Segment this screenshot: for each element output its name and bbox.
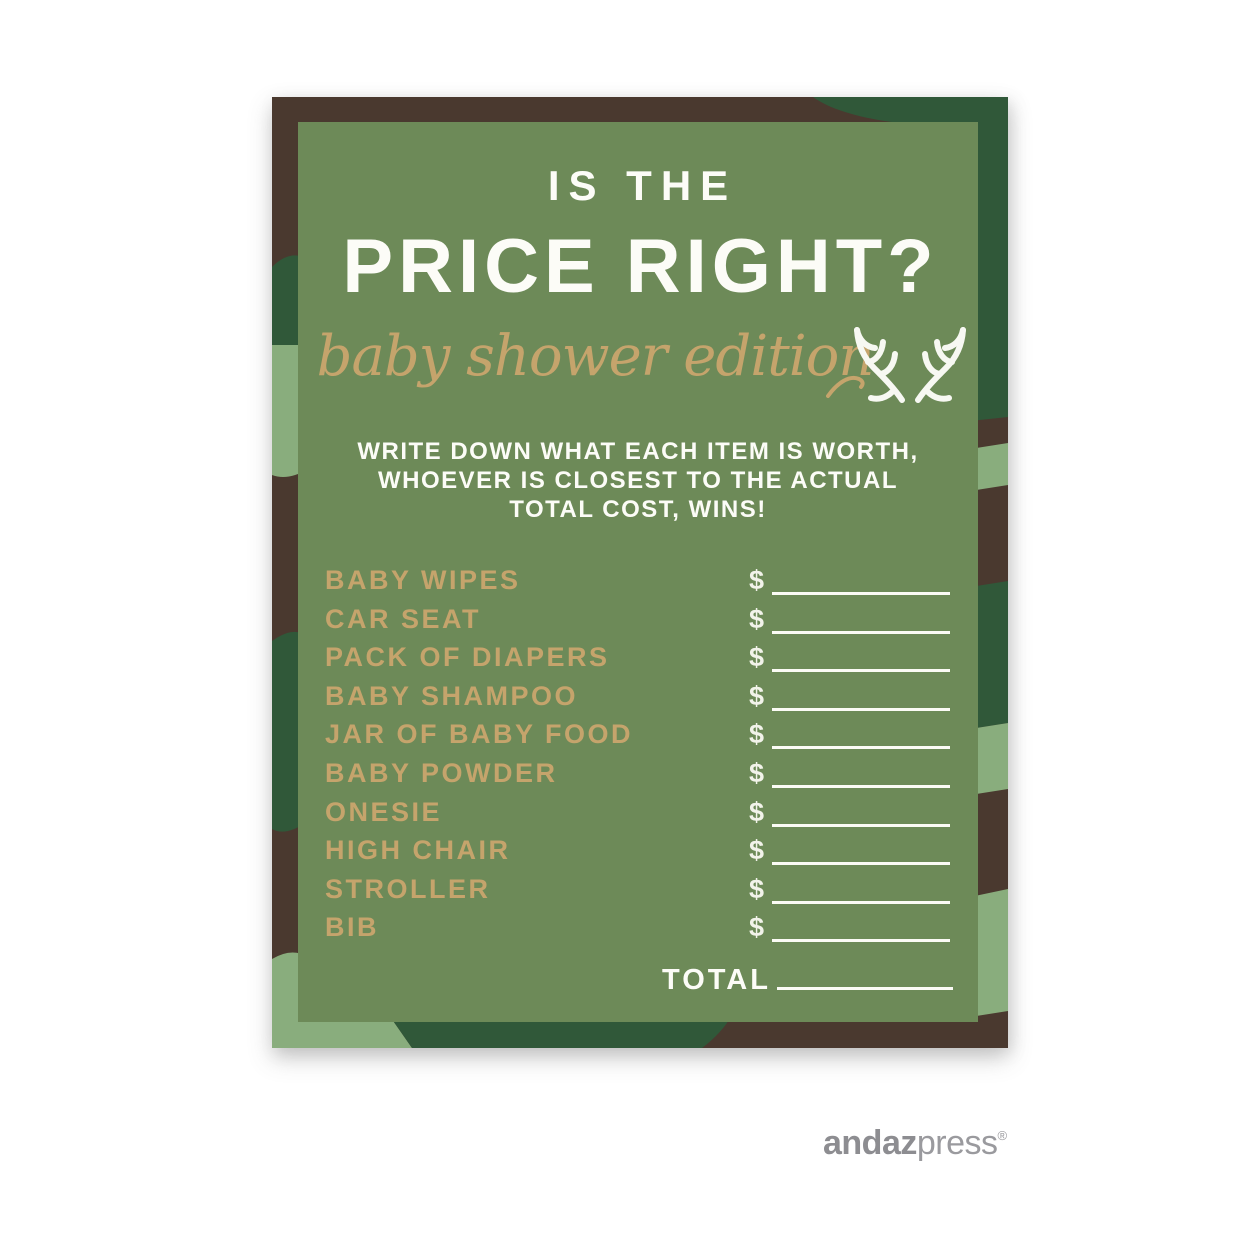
item-label: BABY WIPES — [325, 565, 521, 595]
price-blank-line — [772, 939, 950, 942]
price-row: HIGH CHAIR $ — [298, 835, 978, 871]
price-row: PACK OF DIAPERS $ — [298, 642, 978, 678]
subtitle: baby shower edition — [316, 324, 875, 389]
price-row: JAR OF BABY FOOD $ — [298, 719, 978, 755]
item-label: PACK OF DIAPERS — [325, 642, 610, 672]
title-line-2: PRICE RIGHT? — [342, 224, 939, 309]
brand-logo: andazpress® — [823, 1116, 1008, 1162]
price-blank-line — [772, 824, 950, 827]
item-label: BABY SHAMPOO — [325, 681, 579, 711]
antlers-icon — [826, 327, 966, 403]
price-row: BABY WIPES $ — [298, 565, 978, 601]
total-blank-line — [777, 987, 953, 990]
price-row: CAR SEAT $ — [298, 604, 978, 640]
total-row: TOTAL — [298, 964, 978, 1000]
item-label: CAR SEAT — [325, 604, 482, 634]
price-row: BABY SHAMPOO $ — [298, 681, 978, 717]
price-blank-line — [772, 592, 950, 595]
item-label: BIB — [325, 912, 379, 942]
price-row: BIB $ — [298, 912, 978, 948]
price-blank-line — [772, 862, 950, 865]
instructions: WRITE DOWN WHAT EACH ITEM IS WORTH, WHOE… — [298, 437, 978, 524]
instructions-line: WRITE DOWN WHAT EACH ITEM IS WORTH, — [357, 438, 919, 465]
price-blank-line — [772, 785, 950, 788]
item-label: STROLLER — [325, 874, 491, 904]
brand-name-light: press — [916, 1124, 998, 1162]
title-line-1: IS THE — [547, 162, 738, 209]
dollar-sign: $ — [749, 797, 765, 827]
price-blank-line — [772, 669, 950, 672]
brand-name-bold: andaz — [823, 1124, 917, 1162]
price-row: ONESIE $ — [298, 797, 978, 833]
item-label: BABY POWDER — [325, 758, 558, 788]
card-panel: IS THE PRICE RIGHT? baby shower edition — [298, 122, 978, 1022]
dollar-sign: $ — [749, 642, 765, 672]
price-blank-line — [772, 746, 950, 749]
dollar-sign: $ — [749, 719, 765, 749]
price-blank-line — [772, 631, 950, 634]
dollar-sign: $ — [749, 681, 765, 711]
instructions-line: WHOEVER IS CLOSEST TO THE ACTUAL — [377, 467, 899, 494]
instructions-line: TOTAL COST, WINS! — [509, 496, 767, 523]
dollar-sign: $ — [749, 874, 765, 904]
price-blank-line — [772, 708, 950, 711]
price-row: BABY POWDER $ — [298, 758, 978, 794]
item-label: JAR OF BABY FOOD — [325, 719, 634, 749]
dollar-sign: $ — [749, 565, 765, 595]
game-card: IS THE PRICE RIGHT? baby shower edition — [272, 97, 1008, 1048]
dollar-sign: $ — [749, 604, 765, 634]
item-label: ONESIE — [325, 797, 443, 827]
dollar-sign: $ — [749, 758, 765, 788]
price-row: STROLLER $ — [298, 874, 978, 910]
total-label: TOTAL — [662, 964, 771, 996]
dollar-sign: $ — [749, 835, 765, 865]
registered-mark: ® — [997, 1128, 1008, 1143]
item-label: HIGH CHAIR — [325, 835, 511, 865]
dollar-sign: $ — [749, 912, 765, 942]
price-blank-line — [772, 901, 950, 904]
